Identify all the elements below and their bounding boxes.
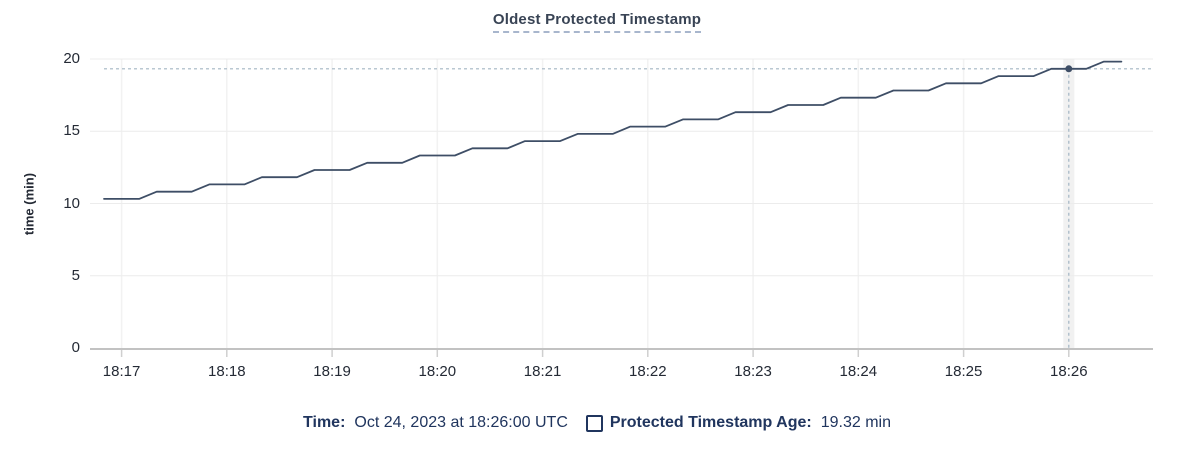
chart-plot-area[interactable] [0,0,1194,400]
x-axis-tick-label: 18:23 [734,363,772,380]
legend-time-value: Oct 24, 2023 at 18:26:00 UTC [354,414,568,431]
x-axis-tick-label: 18:25 [944,363,983,380]
legend-series-value: 19.32 min [820,414,891,431]
x-axis-tick-label: 18:26 [1050,363,1088,380]
x-axis-tick-label: 18:18 [208,363,246,380]
x-axis-tick-label: 18:19 [313,363,351,380]
x-axis-tick-label: 18:21 [523,363,562,380]
chart-header: Oldest Protected Timestamp [0,11,1194,33]
legend-time-label: Time: [303,414,346,431]
x-axis-ticks: 18:17 18:18 18:19 18:20 18:21 18:22 18:23 18:24… [0,362,1194,384]
y-axis-tick-label: 10 [63,194,80,212]
legend-series-label: Protected Timestamp Age: [609,414,812,431]
x-axis-tick-label: 18:22 [629,363,667,380]
series-checkbox-icon[interactable] [585,414,603,432]
y-axis-tick-label: 0 [71,339,80,356]
x-axis-tick-label: 18:17 [102,363,141,380]
legend-time: Time: Oct 24, 2023 at 18:26:00 UTC [303,414,568,432]
x-axis-tick-label: 18:24 [839,363,878,380]
y-axis-tick-label: 20 [63,50,80,67]
chart-title[interactable]: Oldest Protected Timestamp [492,11,702,33]
legend-series-toggle[interactable]: Protected Timestamp Age: 19.32 min [585,414,891,432]
chart-legend: Time: Oct 24, 2023 at 18:26:00 UTC Prote… [0,414,1194,432]
y-axis-tick-label: 5 [71,266,80,284]
hover-point-dot [1065,65,1073,73]
series-line [103,60,1123,200]
y-axis-tick-label: 15 [63,122,80,140]
x-axis-tick-label: 18:20 [418,363,457,380]
